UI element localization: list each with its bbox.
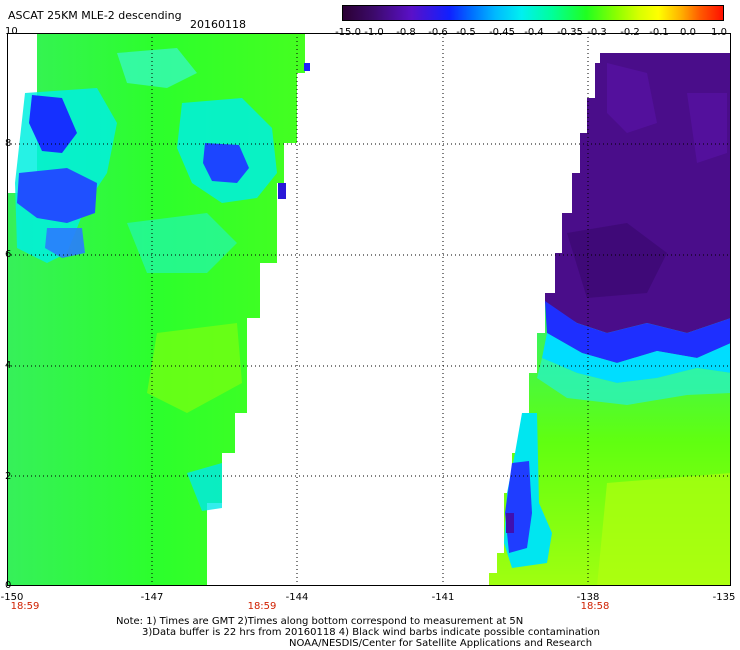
colorbar-label: -15.0: [335, 27, 361, 38]
wind-field-map: [7, 33, 731, 586]
colorbar-label: -0.2: [620, 27, 640, 38]
cyan-streak: [187, 463, 222, 511]
left-blue-patch: [45, 228, 85, 258]
measurement-time: 18:58: [580, 601, 610, 612]
y-tick-label: 0: [5, 580, 12, 591]
right-edge-blue: [505, 461, 532, 553]
map-frame: [7, 33, 731, 586]
note-line: 3)Data buffer is 22 hrs from 20160118 4)…: [142, 627, 600, 638]
x-tick-label: -147: [140, 592, 164, 603]
cyan-streak: [127, 213, 237, 273]
y-tick-label: 2: [5, 471, 12, 482]
left-blue-patch: [29, 95, 77, 153]
blue-front: [545, 301, 731, 363]
x-tick-label: -135: [712, 592, 736, 603]
colorbar-label: -0.5: [456, 27, 476, 38]
map-date: 20160118: [190, 18, 246, 31]
colorbar-label: -0.35: [557, 27, 583, 38]
y-tick-label: 10: [5, 26, 18, 37]
colorbar-label: -0.1: [649, 27, 669, 38]
colorbar-label: -0.8: [396, 27, 416, 38]
note-line: Note: 1) Times are GMT 2)Times along bot…: [116, 616, 524, 627]
colorbar-label: -0.45: [489, 27, 515, 38]
purple-texture: [607, 63, 727, 163]
y-tick-label: 4: [5, 360, 12, 371]
grid-lines: [7, 33, 731, 586]
lime-patch: [147, 323, 242, 413]
x-tick-label: -144: [285, 592, 309, 603]
colorbar-label: 1.0: [711, 27, 727, 38]
cyan-front: [542, 333, 731, 383]
right-lime-patch: [597, 473, 731, 586]
left-blue-patch: [17, 168, 97, 223]
y-tick-label: 8: [5, 138, 12, 149]
right-edge-purple-pixel: [506, 513, 514, 533]
y-tick-label: 6: [5, 249, 12, 260]
dark-purple-texture: [567, 223, 667, 298]
mid-blue-patch: [203, 143, 249, 183]
colorbar-label: -0.4: [524, 27, 544, 38]
x-tick-label: -138: [576, 592, 600, 603]
edge-blue-pixel: [278, 183, 286, 199]
colorbar: [342, 5, 724, 21]
colorbar-label: -0.6: [428, 27, 448, 38]
map-title: ASCAT 25KM MLE-2 descending: [8, 9, 182, 22]
cyan-front-light: [537, 358, 731, 405]
x-tick-label: -150: [0, 592, 24, 603]
colorbar-label: -0.3: [587, 27, 607, 38]
measurement-time: 18:59: [10, 601, 40, 612]
measurement-time: 18:59: [247, 601, 277, 612]
x-tick-label: -141: [431, 592, 455, 603]
colorbar-label: -1.0: [364, 27, 384, 38]
note-line: NOAA/NESDIS/Center for Satellite Applica…: [289, 638, 593, 649]
cyan-streak: [117, 48, 197, 88]
edge-blue-pixel: [304, 63, 310, 71]
colorbar-label: 0.0: [680, 27, 696, 38]
